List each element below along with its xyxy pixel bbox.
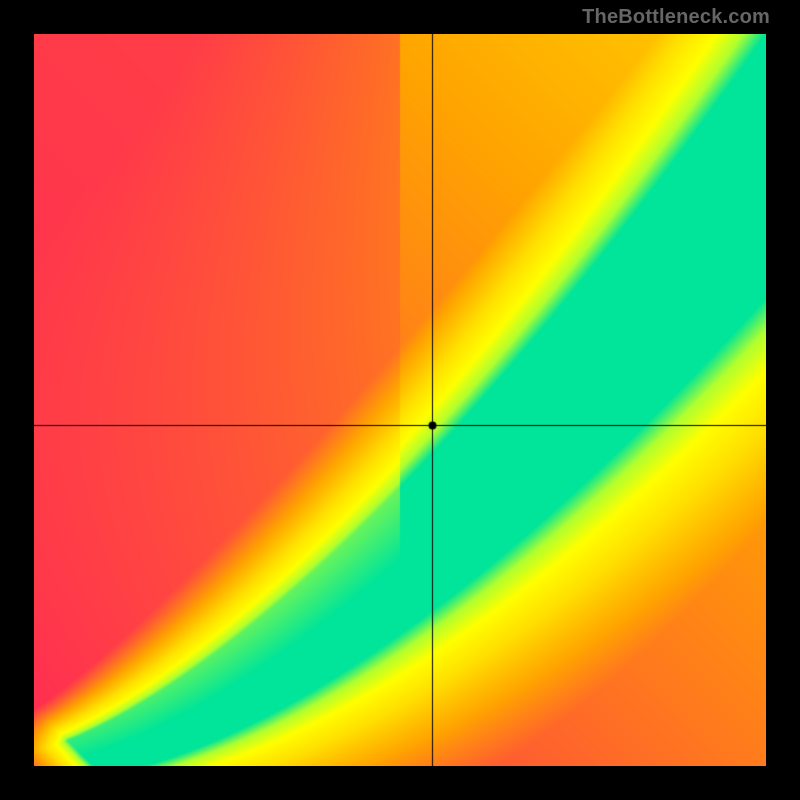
bottleneck-heatmap [34,34,766,766]
watermark: TheBottleneck.com [582,6,770,29]
chart-container: TheBottleneck.com [0,0,800,800]
